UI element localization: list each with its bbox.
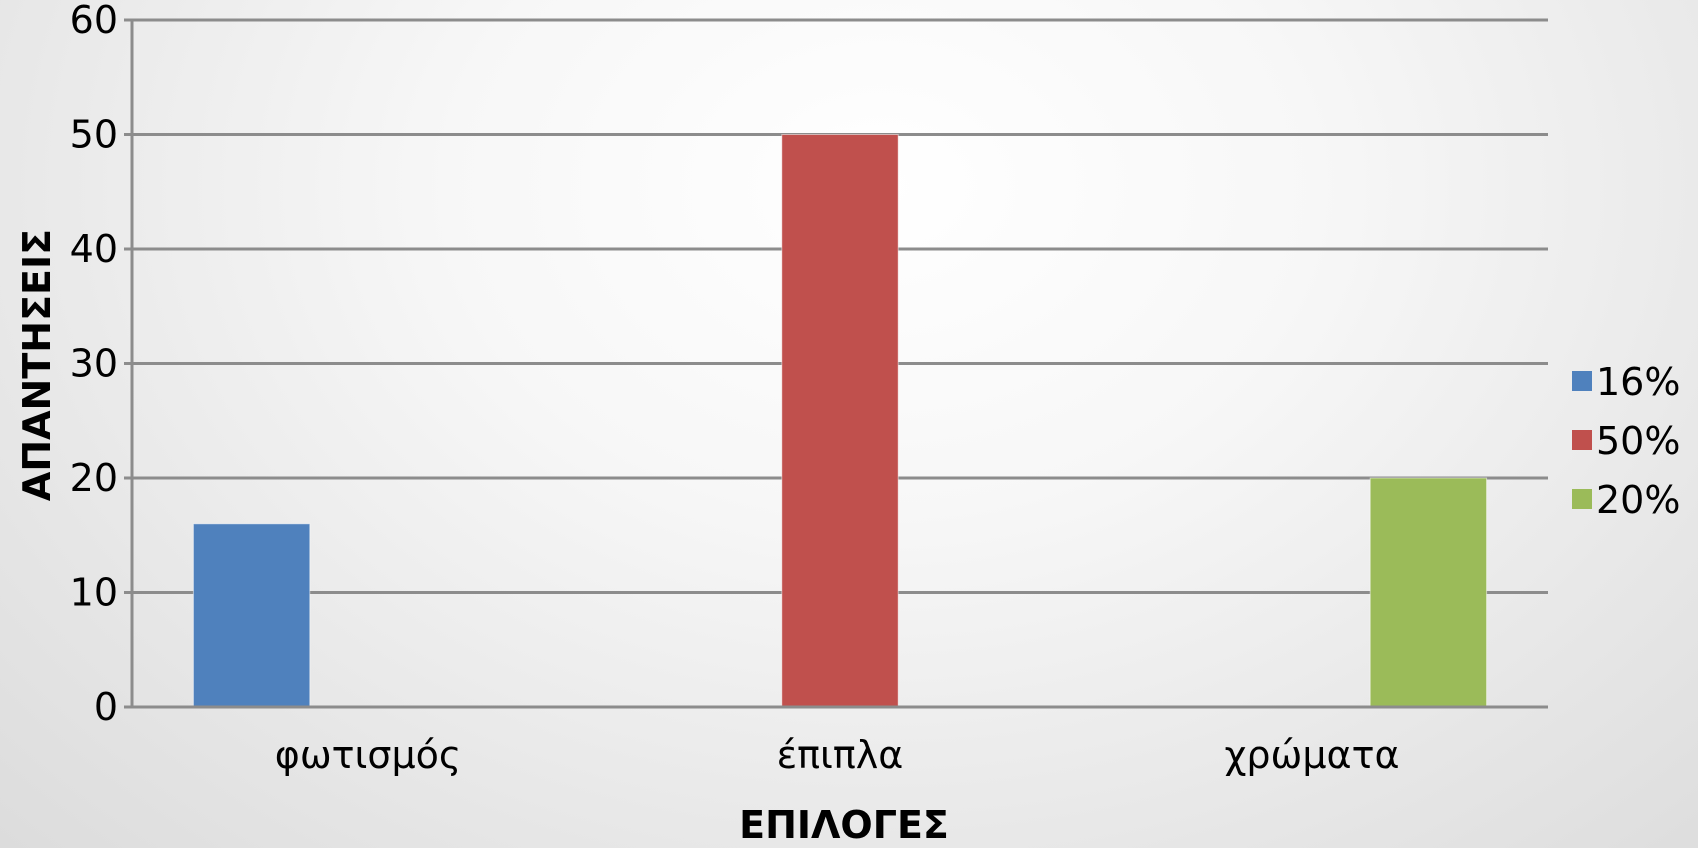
y-tick-label: 20 — [70, 456, 118, 500]
y-tick-label: 60 — [70, 0, 118, 42]
legend-label: 16% — [1596, 360, 1680, 404]
y-tick-label: 10 — [70, 571, 118, 615]
y-tick-label: 30 — [70, 342, 118, 386]
legend: 16% 50% 20% — [1572, 360, 1680, 522]
bars — [192, 134, 1488, 708]
y-tick-label: 50 — [70, 113, 118, 157]
bar-χρώματα — [1369, 477, 1488, 708]
x-category-label: χρώματα — [1224, 733, 1399, 777]
y-axis-title: ΑΠΑΝΤΗΣΕΙΣ — [15, 229, 59, 501]
x-category-labels: φωτισμός έπιπλα χρώματα — [275, 733, 1400, 777]
x-category-label: έπιπλα — [777, 733, 904, 777]
x-axis-title: ΕΠΙΛΟΓΕΣ — [739, 803, 949, 847]
bar-φωτισμός — [192, 523, 311, 708]
legend-label: 50% — [1596, 419, 1680, 463]
x-category-label: φωτισμός — [275, 733, 461, 777]
legend-swatch — [1572, 489, 1592, 509]
y-tick-labels: 0 10 20 30 40 50 60 — [70, 0, 118, 729]
legend-label: 20% — [1596, 478, 1680, 522]
y-tick-label: 40 — [70, 227, 118, 271]
axes — [124, 20, 1548, 709]
legend-swatch — [1572, 430, 1592, 450]
legend-swatch — [1572, 371, 1592, 391]
y-tick-label: 0 — [94, 685, 118, 729]
bar-έπιπλα — [781, 134, 899, 708]
